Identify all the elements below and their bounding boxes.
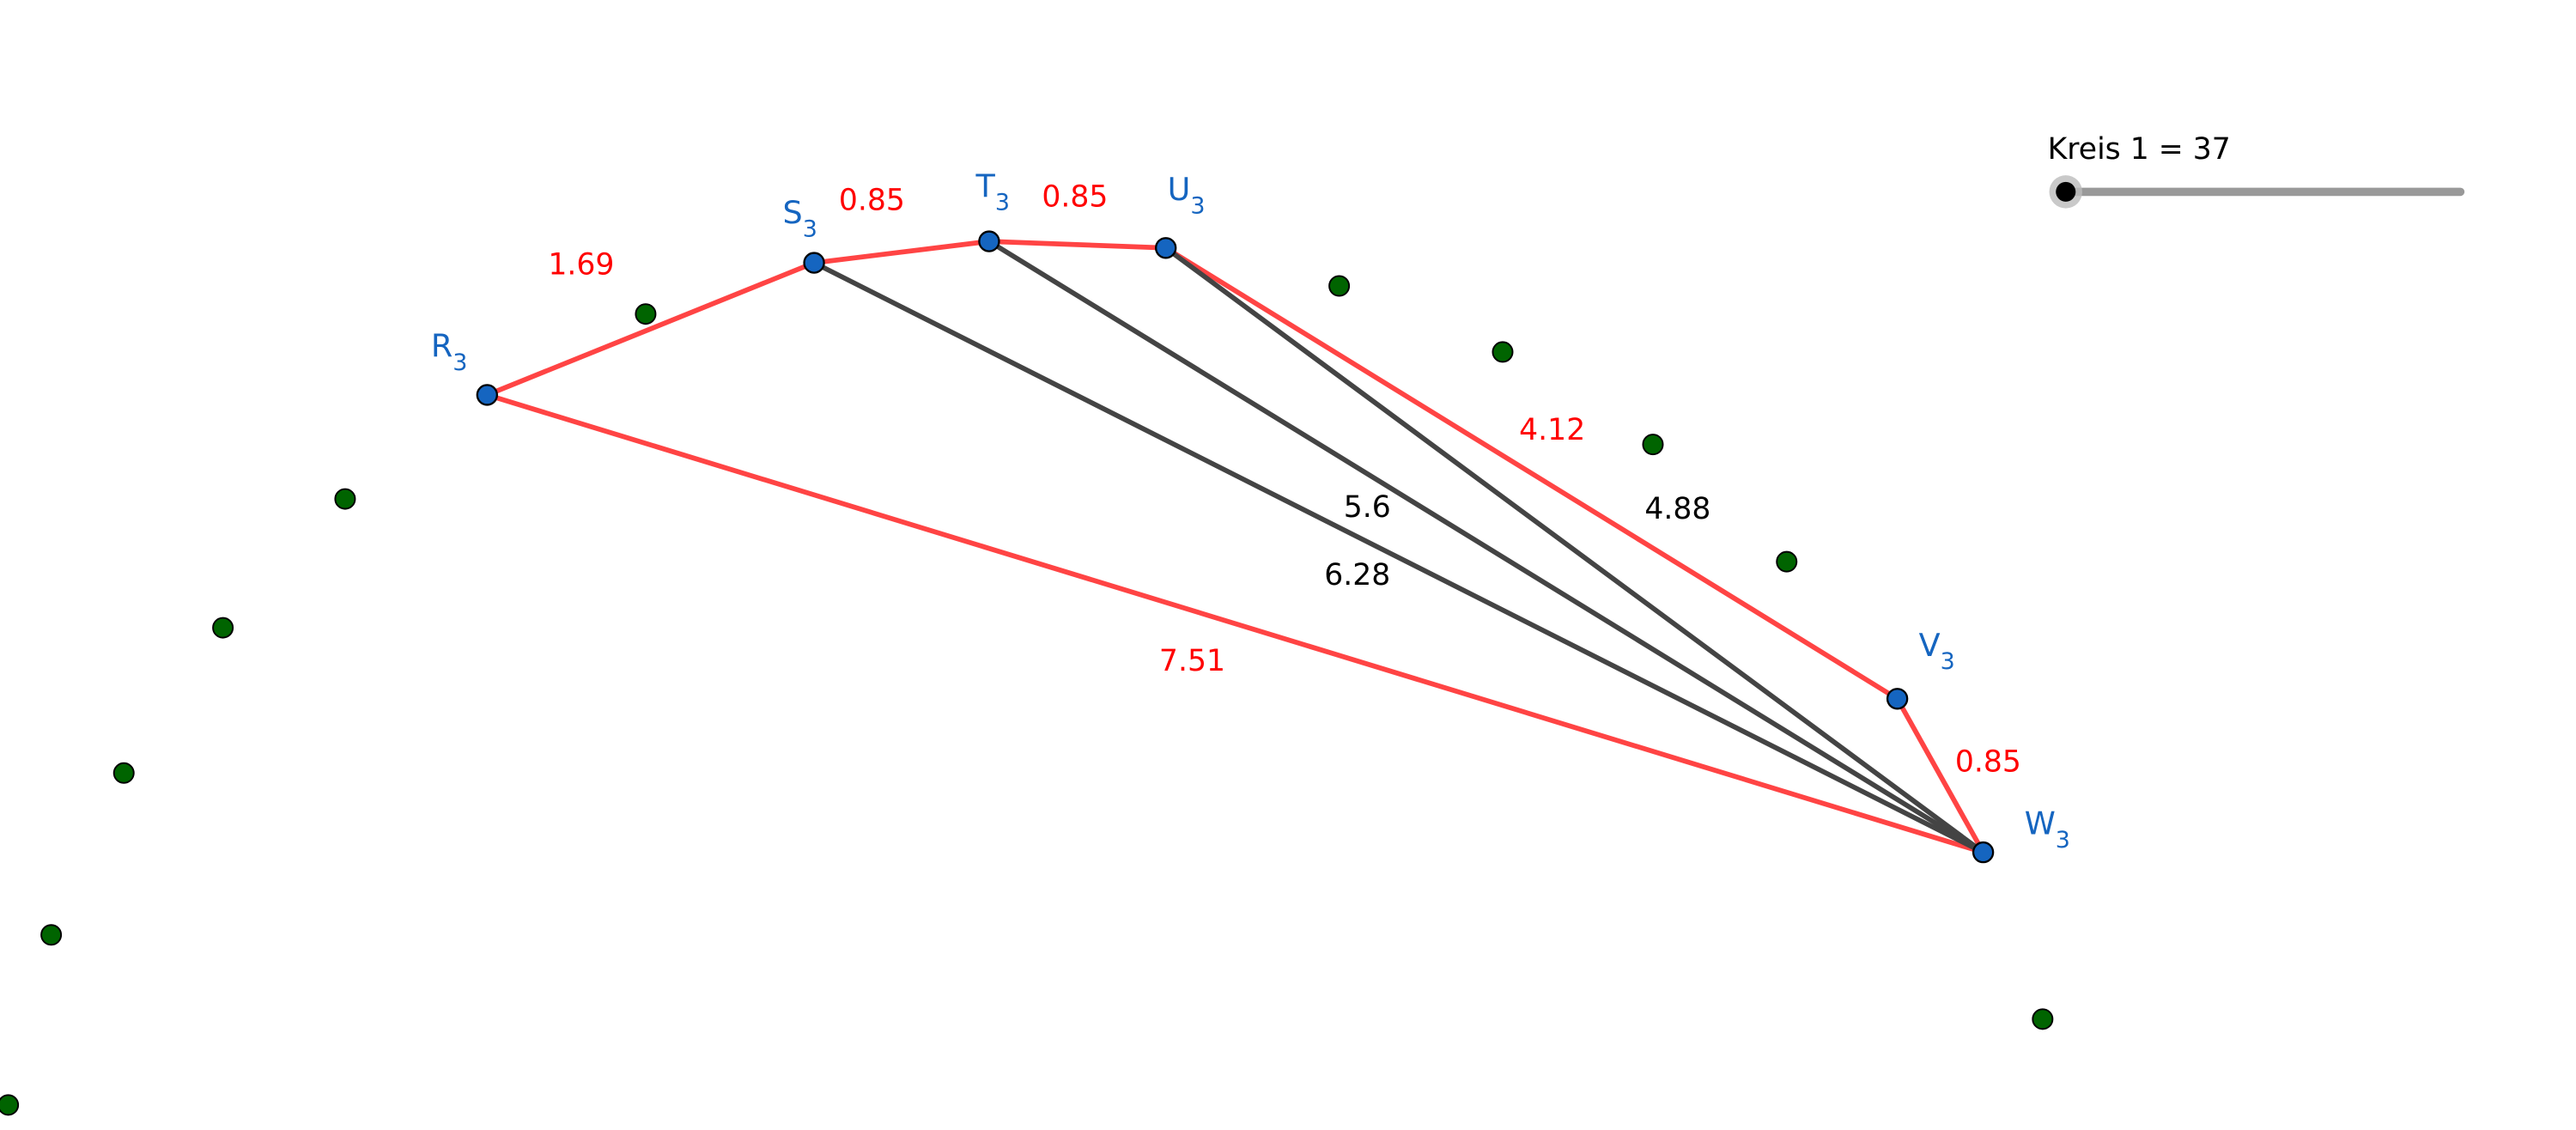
point-name: U xyxy=(1168,171,1191,208)
segment-length: 0.85 xyxy=(1955,744,2021,779)
point xyxy=(1155,237,1177,259)
point xyxy=(476,384,499,406)
point-index: 3 xyxy=(1941,648,1955,675)
circle-point xyxy=(0,1094,20,1116)
segment-length: 4.88 xyxy=(1644,492,1710,526)
point-name: W xyxy=(2025,805,2056,841)
segments xyxy=(486,239,1986,855)
segment-length: 0.85 xyxy=(1042,180,1108,215)
slider-label: Kreis 1 = 37 xyxy=(2048,132,2231,167)
circle-point xyxy=(334,488,356,510)
segment xyxy=(486,260,816,398)
segment xyxy=(988,239,1166,251)
segment-length: 6.28 xyxy=(1324,558,1390,592)
circle-point xyxy=(2032,1008,2054,1030)
point-index: 3 xyxy=(1190,192,1205,219)
segment xyxy=(1164,246,1899,702)
circle-point xyxy=(1776,550,1798,573)
segment xyxy=(812,260,1984,855)
segment xyxy=(813,239,990,265)
point-label: U3 xyxy=(1168,171,1206,219)
point-index: 3 xyxy=(2056,827,2070,854)
point-name: V xyxy=(1919,627,1941,664)
circle-point xyxy=(40,924,63,946)
labels: 1.690.85 0.854.120.857.516.285.6 4.88R3S3T… xyxy=(431,167,2070,854)
point-label: V3 xyxy=(1919,627,1955,675)
point-label: S3 xyxy=(783,194,817,242)
point xyxy=(1971,841,1995,864)
circle-points xyxy=(0,275,2054,1116)
segment-length: 7.51 xyxy=(1159,644,1225,678)
segment-length: 5.6 xyxy=(1344,490,1391,525)
point-name: T xyxy=(975,167,996,204)
point-index: 3 xyxy=(803,216,817,242)
segment xyxy=(486,392,1984,855)
segment-length: 0.85 xyxy=(839,184,905,218)
segment xyxy=(987,239,1985,855)
point xyxy=(978,230,1000,252)
circle-point xyxy=(1642,434,1664,456)
point xyxy=(803,252,825,274)
slider-knob[interactable] xyxy=(2056,181,2076,202)
circle-point xyxy=(635,303,657,325)
point-label: T3 xyxy=(975,167,1010,216)
circle-point xyxy=(1328,275,1351,297)
segment-length: 1.69 xyxy=(548,248,614,282)
point-label: W3 xyxy=(2025,805,2070,853)
circle-point xyxy=(112,762,135,784)
point-index: 3 xyxy=(995,190,1010,216)
segment xyxy=(1163,246,1985,854)
point-name: S xyxy=(783,194,803,231)
circle-point xyxy=(212,617,234,639)
slider[interactable]: Kreis 1 = 37 xyxy=(2048,132,2465,209)
point-name: R xyxy=(431,328,453,365)
circle-point xyxy=(1492,341,1514,363)
point xyxy=(1886,688,1909,710)
segment xyxy=(1895,697,1986,854)
segment-length: 4.12 xyxy=(1519,413,1585,447)
point-index: 3 xyxy=(453,349,467,376)
polygon-points xyxy=(476,230,1995,864)
point-label: R3 xyxy=(431,328,468,376)
